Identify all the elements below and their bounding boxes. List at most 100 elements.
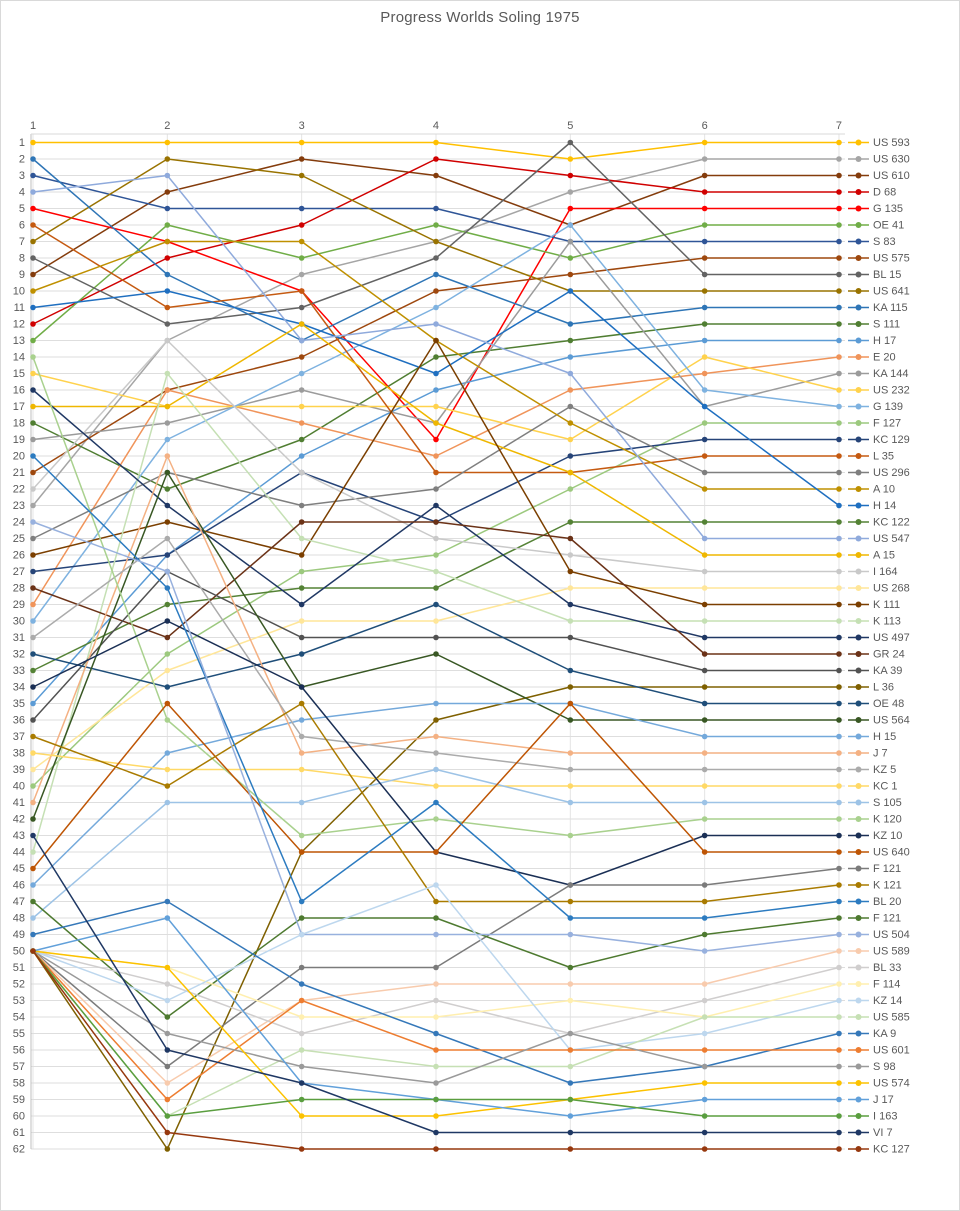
legend-label: KA 144 [873,368,908,380]
series-marker-us-610 [433,172,439,179]
y-tick-label: 11 [14,302,25,314]
series-marker-s-98 [298,1063,305,1070]
series-marker-us-593 [567,156,574,162]
legend-item-us-574: US 574 [848,1078,910,1090]
series-marker-us-268 [701,585,708,591]
series-marker-f-127 [164,651,171,657]
legend-item-s-111: S 111 [848,319,900,331]
legend-item-us-610: US 610 [848,170,910,182]
series-marker-us-547 [298,337,305,344]
series-marker-us-589 [164,1080,171,1086]
legend-swatch-dot [855,486,862,492]
series-marker-f-121 [567,882,574,888]
legend-label: KA 39 [873,665,902,677]
y-tick-label: 41 [13,797,25,809]
legend-label: S 83 [873,236,896,248]
legend-label: G 135 [873,203,903,215]
series-marker-ka-144 [567,238,574,245]
y-tick-label: 31 [13,632,25,644]
series-marker-us-585 [433,1063,439,1070]
series-marker-us-268 [567,585,574,591]
legend-swatch-dot [855,469,862,476]
legend-label: I 164 [873,566,897,578]
legend-item-g-139: G 139 [848,401,903,413]
series-marker-us-497 [567,601,574,608]
series-marker-k-111 [836,601,842,608]
series-marker-oe-48 [701,700,708,707]
legend-item-f-114: F 114 [848,979,900,991]
series-marker-i-164 [567,552,574,558]
series-marker-f-127 [701,420,708,426]
series-marker-f-121 [164,1014,171,1020]
y-tick-label: 14 [13,352,25,364]
series-marker-h-14 [567,288,574,294]
legend-item-l-36: L 36 [848,682,894,694]
legend-item-a-15: A 15 [848,550,895,562]
series-marker-k-120 [701,816,708,822]
series-marker-us-575 [701,255,708,261]
y-tick-label: 53 [13,995,25,1007]
series-marker-k-120 [567,832,574,839]
series-marker-us-601 [836,1047,842,1053]
series-marker-k-113 [836,618,842,624]
y-tick-label: 54 [13,1012,25,1024]
series-marker-kc-127 [567,1146,574,1152]
series-marker-us-601 [433,1047,439,1053]
series-marker-s-111 [836,321,842,327]
series-marker-oe-48 [567,667,574,674]
legend-label: S 105 [873,797,902,809]
series-marker-f-121 [836,915,842,921]
series-marker-h-17 [30,700,36,707]
legend-item-us-601: US 601 [848,1045,910,1057]
series-marker-k-121 [567,898,574,905]
series-marker-f-127 [567,486,574,492]
series-marker-bl-15 [567,139,574,146]
y-tick-label: 17 [13,401,25,413]
series-marker-gr-24 [701,651,708,657]
y-tick-label: 30 [13,616,25,628]
series-marker-s-105 [701,799,708,806]
x-tick-label: 1 [30,120,36,132]
series-marker-vi-7 [701,1129,708,1136]
series-marker-oe-41 [298,255,305,261]
y-tick-label: 58 [13,1078,25,1090]
y-tick-label: 18 [13,418,25,430]
legend-label: KC 122 [873,517,910,529]
legend-swatch-dot [855,799,862,806]
legend-swatch-dot [855,585,862,591]
series-marker-us-564 [30,816,36,822]
series-marker-kz-5 [298,733,305,740]
legend-label: GR 24 [873,649,905,661]
series-marker-us-232 [836,387,842,393]
series-marker-f-114 [567,997,574,1004]
series-marker-s-105 [567,799,574,806]
legend-item-f-127: F 127 [848,418,901,430]
y-tick-label: 22 [13,484,25,496]
legend-label: KC 129 [873,434,910,446]
series-marker-bl-15 [298,304,305,311]
y-tick-label: 49 [13,929,25,941]
series-marker-h-15 [433,700,439,707]
y-tick-label: 44 [13,847,25,859]
series-marker-us-296 [30,535,36,542]
series-marker-us-641 [701,288,708,294]
series-marker-ka-39 [836,667,842,674]
series-marker-j-7 [567,750,574,756]
series-marker-us-268 [836,585,842,591]
series-marker-f-121 [701,931,708,938]
series-marker-us-504 [836,931,842,938]
series-marker-oe-48 [298,651,305,657]
legend-item-gr-24: GR 24 [848,649,905,661]
series-marker-k-111 [298,552,305,558]
legend-swatch-dot [855,420,862,426]
series-marker-k-120 [433,816,439,822]
series-marker-us-547 [164,172,171,179]
legend-swatch-dot [855,601,862,608]
series-marker-e-20 [836,354,842,360]
series-marker-gr-24 [298,519,305,525]
series-marker-kc-122 [567,519,574,525]
legend-item-f-121: F 121 [848,913,901,925]
legend-swatch-dot [855,354,862,360]
series-marker-us-232 [433,403,439,410]
